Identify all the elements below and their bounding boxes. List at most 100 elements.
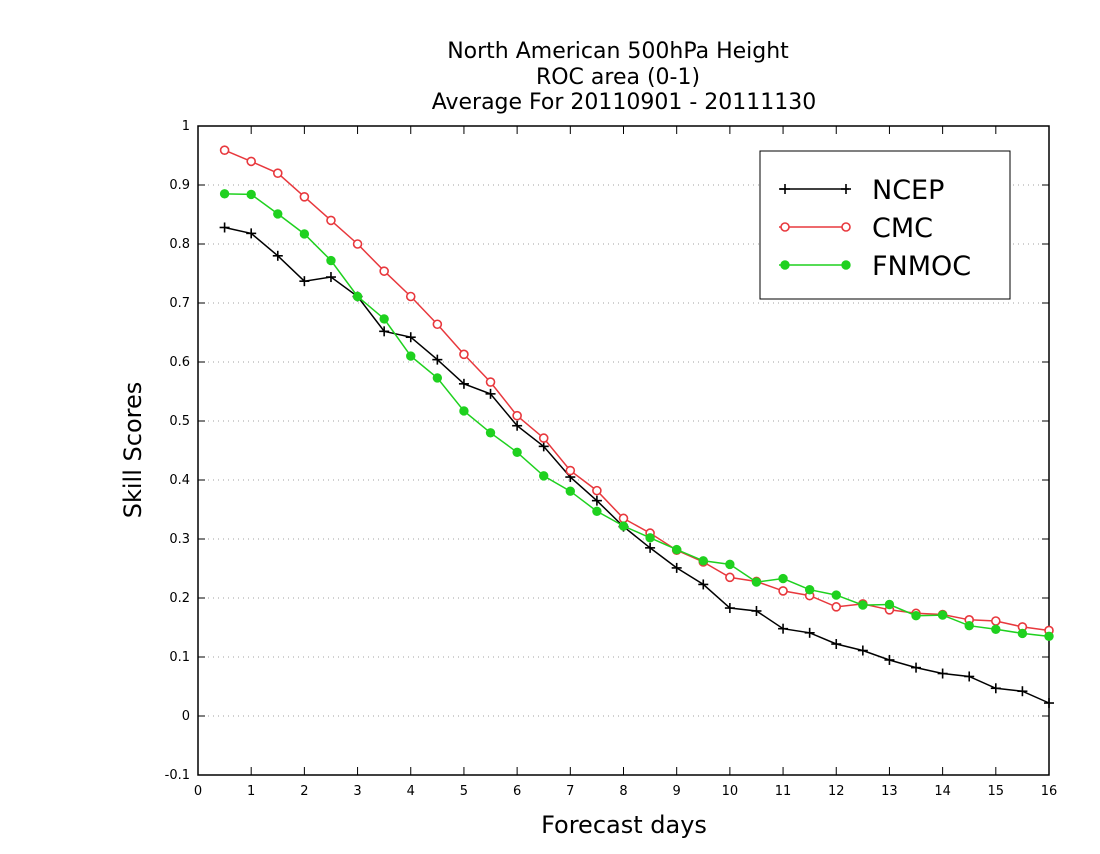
- series-cmc: [219, 145, 1054, 636]
- legend-entry-ncep: NCEP: [779, 175, 944, 206]
- data-point-fnmoc: [326, 255, 336, 266]
- data-point-cmc: [352, 239, 363, 249]
- data-point-ncep: [804, 627, 815, 638]
- x-axis-title: Forecast days: [541, 811, 707, 839]
- legend-entry-fnmoc: FNMOC: [779, 251, 971, 282]
- data-point-cmc: [778, 586, 788, 596]
- x-tick-label: 5: [460, 784, 468, 799]
- data-point-ncep: [458, 378, 469, 389]
- data-point-cmc: [592, 485, 602, 496]
- x-tick-label: 9: [673, 784, 681, 799]
- legend-label-ncep: NCEP: [872, 175, 944, 206]
- data-point-fnmoc: [937, 610, 948, 620]
- y-tick-label: 0.3: [169, 532, 190, 547]
- data-point-ncep: [299, 276, 310, 287]
- data-point-ncep: [831, 639, 842, 650]
- data-point-fnmoc: [618, 521, 629, 531]
- data-point-ncep: [671, 562, 682, 573]
- y-tick-label: 0.2: [169, 591, 190, 606]
- y-tick-label: 0.8: [169, 237, 190, 252]
- legend-marker-fnmoc: [780, 260, 790, 270]
- data-point-fnmoc: [246, 189, 256, 200]
- data-point-fnmoc: [406, 351, 416, 361]
- data-point-ncep: [325, 272, 336, 283]
- legend-marker-cmc: [780, 222, 790, 232]
- data-point-cmc: [538, 433, 549, 443]
- data-point-cmc: [272, 168, 283, 178]
- data-point-fnmoc: [751, 577, 762, 587]
- data-point-fnmoc: [1017, 628, 1028, 639]
- data-point-fnmoc: [725, 559, 735, 570]
- data-point-ncep: [1044, 698, 1054, 709]
- data-point-ncep: [512, 420, 523, 431]
- y-tick-label: 0.9: [169, 178, 190, 193]
- data-point-ncep: [485, 388, 496, 399]
- data-point-fnmoc: [432, 373, 443, 383]
- data-point-fnmoc: [778, 573, 788, 584]
- data-point-ncep: [1017, 686, 1028, 697]
- x-tick-label: 6: [513, 784, 521, 799]
- y-tick-label: 1: [182, 119, 190, 134]
- data-point-fnmoc: [219, 189, 230, 199]
- data-point-fnmoc: [592, 506, 602, 516]
- title-line-3: Average For 20110901 - 20111130: [432, 90, 817, 115]
- data-point-cmc: [432, 319, 443, 330]
- y-tick-label: 0: [182, 709, 190, 724]
- data-point-cmc: [246, 156, 256, 167]
- legend-label-fnmoc: FNMOC: [872, 251, 971, 282]
- axes: -0.100.10.20.30.40.50.60.70.80.910 1 2 3 4 5 6…: [165, 119, 1058, 799]
- series-fnmoc: [219, 189, 1054, 642]
- y-tick-label: 0.7: [169, 296, 190, 311]
- data-point-cmc: [459, 349, 469, 360]
- y-tick-label: 0.5: [169, 414, 190, 429]
- data-point-ncep: [645, 542, 656, 553]
- data-point-fnmoc: [299, 229, 310, 239]
- x-tick-label: 11: [775, 784, 792, 799]
- title-line-1: North American 500hPa Height: [447, 39, 789, 64]
- series-line-fnmoc: [224, 193, 1050, 638]
- x-tick-label: 0: [194, 784, 202, 799]
- x-tick-label: 7: [566, 784, 574, 799]
- x-tick-label: 10: [722, 784, 739, 799]
- grid-lines: [198, 184, 1049, 717]
- data-point-cmc: [485, 377, 496, 387]
- data-point-cmc: [512, 410, 522, 421]
- data-point-fnmoc: [645, 533, 655, 543]
- data-point-cmc: [565, 465, 576, 476]
- data-point-fnmoc: [273, 209, 283, 219]
- data-point-ncep: [937, 668, 948, 679]
- legend-box: [759, 150, 1011, 300]
- data-point-ncep: [964, 671, 975, 682]
- data-point-ncep: [778, 623, 789, 634]
- data-point-fnmoc: [831, 590, 841, 600]
- data-point-ncep: [751, 605, 762, 616]
- data-point-ncep: [698, 579, 709, 590]
- legend: NCEP CMC FNMOC: [759, 150, 1011, 300]
- data-point-fnmoc: [512, 447, 522, 457]
- data-point-fnmoc: [565, 486, 576, 496]
- data-point-fnmoc: [485, 428, 496, 438]
- chart-title: North American 500hPa Height ROC area (0…: [432, 39, 817, 115]
- y-axis-title: Skill Scores: [119, 382, 147, 519]
- data-point-ncep: [219, 222, 230, 233]
- y-tick-label: 0.1: [169, 650, 190, 665]
- series-line-ncep: [224, 226, 1050, 704]
- data-point-ncep: [246, 228, 257, 239]
- data-point-ncep: [538, 441, 549, 452]
- data-point-fnmoc: [991, 624, 1001, 634]
- data-point-fnmoc: [539, 471, 549, 481]
- data-point-cmc: [618, 513, 629, 524]
- data-point-fnmoc: [698, 556, 708, 566]
- data-point-ncep: [379, 326, 390, 337]
- data-point-fnmoc: [671, 544, 682, 555]
- x-tick-label: 13: [881, 784, 898, 799]
- data-point-fnmoc: [459, 406, 469, 416]
- x-tick-label: 4: [407, 784, 415, 799]
- data-point-fnmoc: [964, 621, 974, 631]
- legend-entry-cmc: CMC: [779, 213, 933, 244]
- data-point-ncep: [911, 662, 922, 673]
- data-point-fnmoc: [884, 599, 895, 610]
- y-tick-label: 0.4: [169, 473, 190, 488]
- legend-marker-cmc: [841, 222, 851, 232]
